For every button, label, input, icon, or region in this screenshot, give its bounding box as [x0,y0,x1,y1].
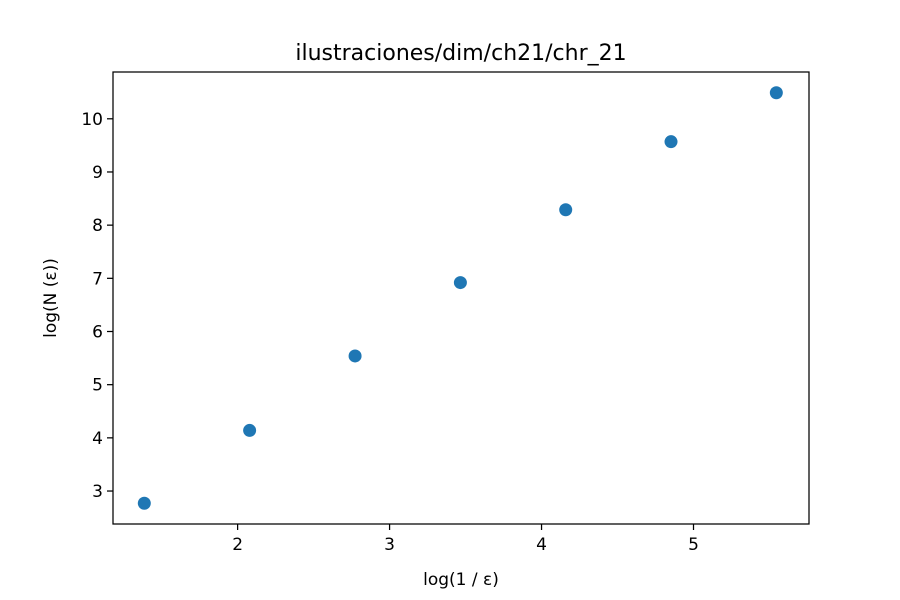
plot-frame [112,71,810,525]
chart-title: ilustraciones/dim/ch21/chr_21 [295,41,626,66]
data-point [769,86,783,100]
data-point [453,276,467,290]
data-point [559,203,573,217]
y-tick-label: 6 [92,323,103,343]
y-tick-label: 5 [92,376,103,396]
x-axis-label: log(1 / ε) [423,570,499,590]
x-tick-label: 3 [384,535,395,555]
x-tick-label: 2 [232,535,243,555]
data-point [348,349,362,363]
x-tick-label: 4 [536,535,547,555]
y-tick-label: 8 [92,216,103,236]
y-axis-label: log(N (ε)) [41,258,61,338]
y-tick-label: 9 [92,163,103,183]
y-tick-label: 10 [81,110,103,130]
data-point [243,423,257,437]
axis-ticks: 2 3 4 5 3 4 5 6 7 8 9 10 [81,110,699,555]
data-point [137,496,151,510]
y-tick-label: 4 [92,429,103,449]
y-tick-label: 7 [92,269,103,289]
x-tick-label: 5 [688,535,699,555]
y-tick-label: 3 [92,482,103,502]
data-point [664,135,678,149]
data-points [137,86,783,510]
